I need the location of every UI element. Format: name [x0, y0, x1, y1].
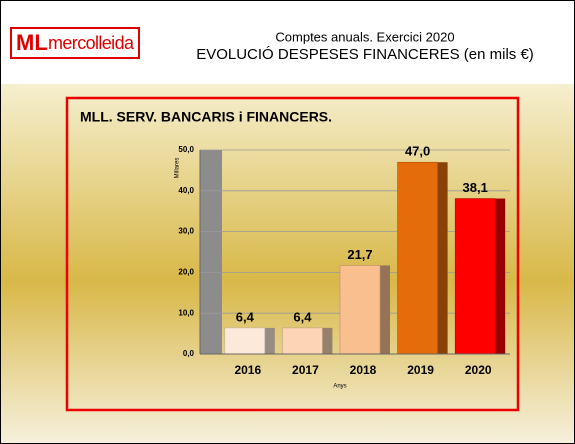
value-label: 21,7	[347, 247, 372, 262]
header-line1: Comptes anuals. Exercici 2020	[275, 29, 454, 44]
x-tick-label: 2018	[350, 363, 377, 377]
chart-frame	[65, 96, 520, 412]
value-label: 6,4	[236, 309, 255, 324]
y-tick-label: 30,0	[178, 227, 194, 236]
y-tick-label: 0,0	[183, 349, 195, 358]
x-tick-label: 2020	[465, 363, 492, 377]
bar-side	[380, 265, 390, 354]
y-tick-label: 50,0	[178, 145, 194, 154]
bar	[397, 161, 438, 355]
chart-title: MLL. SERV. BANCARIS i FINANCERS.	[80, 109, 332, 125]
bar	[339, 265, 381, 355]
back-wall	[200, 150, 222, 354]
bar-side	[495, 198, 506, 354]
bar-side	[264, 327, 275, 354]
header-line2: EVOLUCIÓ DESPESES FINANCERES (en mils €)	[196, 46, 534, 63]
y-tick-label: 20,0	[178, 268, 194, 277]
x-tick-label: 2016	[234, 363, 261, 377]
y-tick-label: 40,0	[178, 186, 194, 195]
y-tick-label: 10,0	[178, 308, 194, 317]
value-label: 6,4	[293, 309, 312, 324]
x-tick-label: 2019	[407, 363, 434, 377]
logo-mark: ML	[16, 30, 48, 55]
bar	[282, 327, 323, 355]
bar	[224, 327, 266, 355]
value-label: 38,1	[463, 180, 488, 195]
bar	[454, 198, 496, 355]
x-tick-label: 2017	[292, 363, 319, 377]
bar-side	[437, 162, 448, 354]
x-axis-label: Anys	[333, 384, 346, 390]
value-label: 47,0	[405, 144, 430, 159]
logo-box	[10, 27, 140, 59]
bar-side	[322, 327, 333, 354]
y-axis-label: Millares	[175, 158, 181, 179]
logo-name: mercolleida	[48, 33, 135, 53]
